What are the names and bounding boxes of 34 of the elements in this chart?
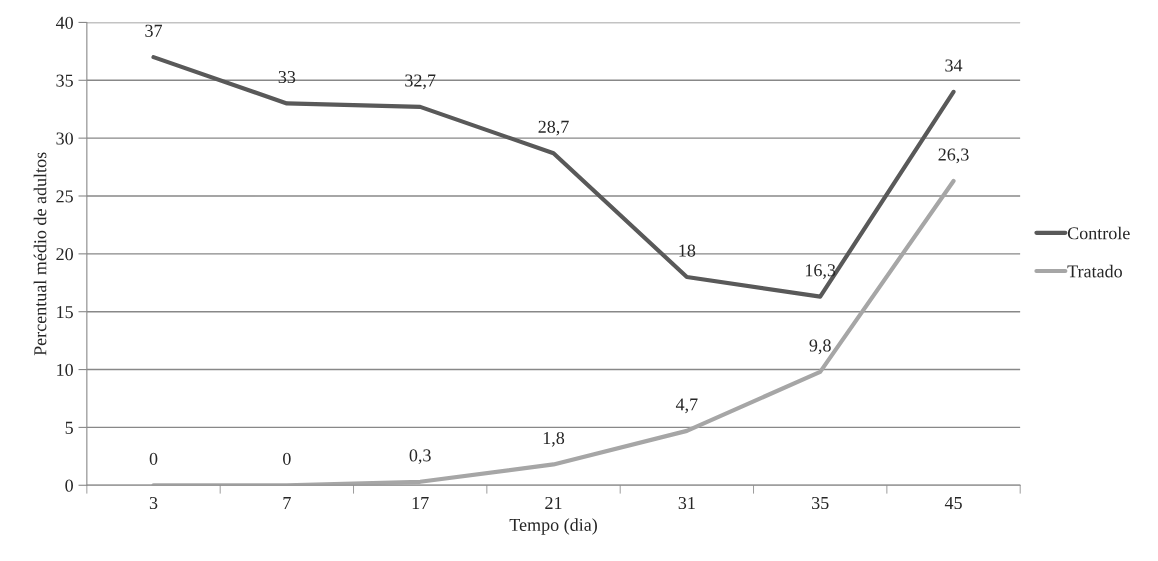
y-tick-label: 35 xyxy=(56,74,73,87)
y-axis-title: Percentual médio de adultos xyxy=(33,152,47,356)
data-label: 37 xyxy=(145,24,163,37)
data-label: 33 xyxy=(278,70,296,84)
legend-label: Controle xyxy=(1067,226,1130,240)
data-label: 16,3 xyxy=(805,264,836,279)
y-tick-label: 5 xyxy=(65,421,73,434)
x-tick-label: 17 xyxy=(412,496,429,509)
y-tick-label: 40 xyxy=(55,16,73,29)
data-label: 26,3 xyxy=(938,148,969,164)
data-label: 32,7 xyxy=(405,74,436,90)
data-label: 0,3 xyxy=(409,449,431,465)
x-axis-title: Tempo (dia) xyxy=(509,518,597,535)
data-label: 34 xyxy=(945,59,963,72)
x-tick-label: 3 xyxy=(149,496,158,510)
data-label: 9,8 xyxy=(809,339,831,355)
data-label: 1,8 xyxy=(543,431,565,447)
legend-label: Tratado xyxy=(1067,264,1122,278)
y-tick-label: 20 xyxy=(56,248,73,261)
y-tick-label: 10 xyxy=(57,363,73,376)
x-tick-label: 7 xyxy=(283,497,291,509)
y-tick-label: 25 xyxy=(56,190,73,203)
y-tick-label: 15 xyxy=(57,306,73,319)
data-label: 18 xyxy=(679,244,696,257)
data-label: 4,7 xyxy=(675,398,698,414)
x-tick-label: 35 xyxy=(812,496,829,510)
x-tick-label: 45 xyxy=(944,497,962,510)
data-label: 0 xyxy=(283,452,291,465)
x-tick-label: 31 xyxy=(678,496,695,510)
y-tick-label: 0 xyxy=(65,479,73,492)
data-label: 0 xyxy=(149,452,158,465)
y-tick-label: 30 xyxy=(56,132,73,145)
data-label: 28,7 xyxy=(538,120,569,136)
x-tick-label: 21 xyxy=(545,496,562,509)
